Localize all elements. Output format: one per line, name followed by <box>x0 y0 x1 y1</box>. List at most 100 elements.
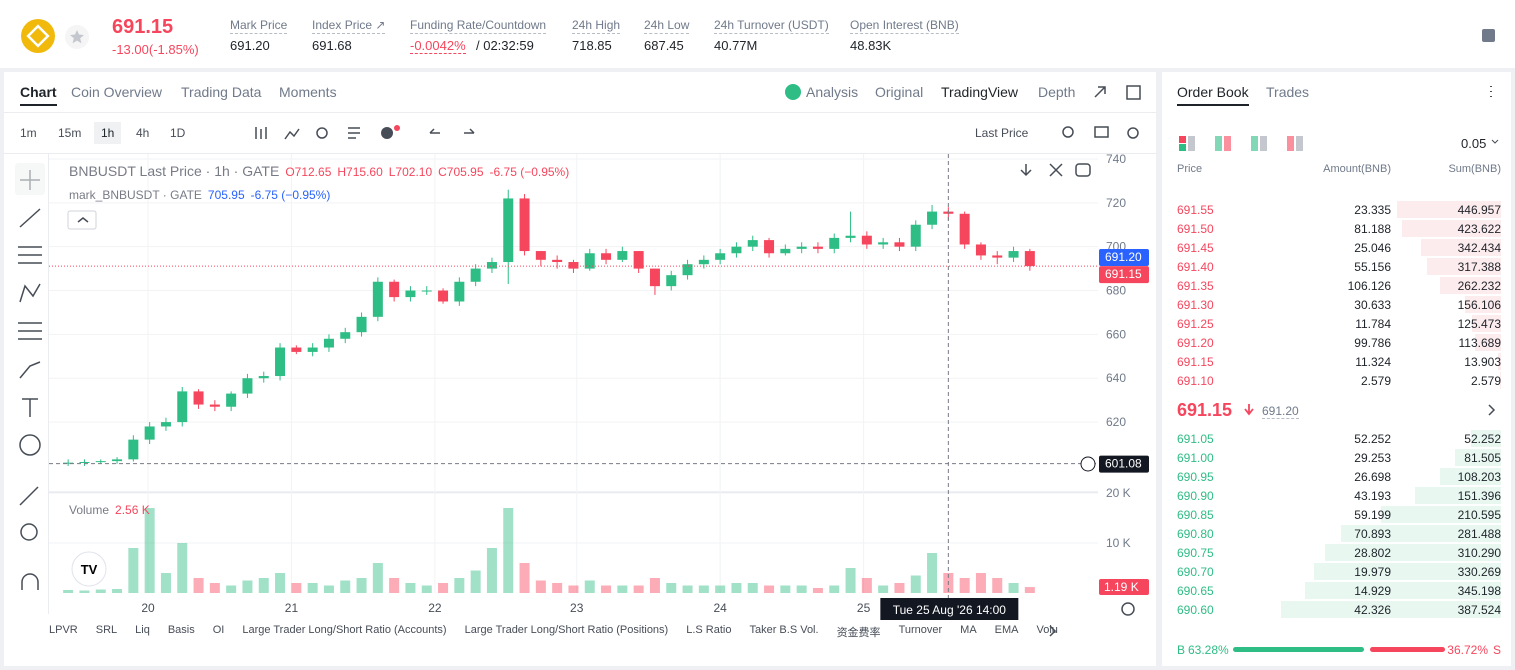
pattern-tool[interactable] <box>19 283 41 303</box>
depth-bar <box>1341 525 1501 542</box>
chart-tab[interactable]: Chart <box>20 84 57 106</box>
indicator[interactable]: Volu <box>1036 624 1058 636</box>
ob-layout-icons[interactable] <box>1179 136 1303 151</box>
menu-icon[interactable] <box>1482 29 1495 42</box>
volume-bar <box>226 585 237 593</box>
ruler-tool[interactable] <box>19 486 39 506</box>
candle-body <box>552 259 563 263</box>
dropdown[interactable] <box>1491 139 1499 144</box>
sell-bar <box>1370 647 1445 652</box>
legend-item: BNBUSDT Last Price · 1h · GATE <box>69 163 279 179</box>
depth-bar <box>1500 372 1501 389</box>
view-tab[interactable]: TradingView <box>941 84 1019 100</box>
line-tool[interactable] <box>19 208 41 228</box>
candle-icon[interactable] <box>255 127 267 139</box>
ob-row: 691.30 30.633 156.106 <box>1162 295 1511 314</box>
pane-maximize[interactable] <box>1075 163 1091 177</box>
volume-bar <box>1008 583 1019 593</box>
legend-toggle[interactable] <box>67 210 97 230</box>
camera-icon[interactable] <box>1094 126 1109 138</box>
indicator[interactable]: LPVR <box>49 624 78 636</box>
indicator[interactable]: Turnover <box>898 624 943 636</box>
interval[interactable]: 1m <box>20 126 37 140</box>
emoji-tool[interactable] <box>19 434 41 456</box>
search-icon[interactable] <box>1062 126 1074 138</box>
indicator[interactable]: Basis <box>167 624 195 636</box>
volume-legend: Volume 2.56 K <box>69 503 150 517</box>
indicator[interactable]: Large Trader Long/Short Ratio (Positions… <box>464 624 669 636</box>
candle-body <box>633 251 644 269</box>
depth-bar <box>1313 563 1501 580</box>
price-tag <box>1099 455 1149 473</box>
tick-size[interactable]: 0.05 <box>1461 136 1487 151</box>
indicator[interactable]: EMA <box>994 624 1019 636</box>
interval[interactable]: 15m <box>58 126 82 140</box>
candle-body <box>340 332 351 339</box>
volume-bar <box>258 578 269 593</box>
ob-cell: 691.00 <box>1177 451 1214 465</box>
legend-collapse[interactable] <box>77 217 89 223</box>
ob-cell: 28.802 <box>1354 546 1391 560</box>
brush-tool[interactable] <box>19 361 41 379</box>
ob-cell: 55.156 <box>1354 260 1391 274</box>
candle-body <box>160 422 171 427</box>
indicator[interactable]: OI <box>212 624 225 636</box>
volume-bar <box>177 543 188 593</box>
indicator[interactable]: MA <box>960 624 977 636</box>
chart-settings[interactable] <box>1121 602 1135 616</box>
refresh-icon[interactable] <box>316 127 328 139</box>
indicator[interactable]: Liq <box>135 624 150 636</box>
template-icon[interactable] <box>348 127 360 139</box>
add-indicator[interactable] <box>381 127 393 139</box>
ob-tab[interactable]: Trades <box>1266 84 1310 100</box>
pane-collapse[interactable] <box>1049 163 1063 177</box>
indicator[interactable]: Large Trader Long/Short Ratio (Accounts) <box>242 624 447 636</box>
indicator-icon[interactable] <box>284 128 300 140</box>
depth-bar <box>1415 487 1501 504</box>
magnet-tool[interactable] <box>21 573 39 590</box>
y-tick-label: 660 <box>1106 327 1126 341</box>
ob-cell: 690.80 <box>1177 527 1214 541</box>
window-icon[interactable] <box>1126 85 1141 100</box>
indicator[interactable]: L.S Ratio <box>686 624 732 636</box>
chart-tab[interactable]: Trading Data <box>181 84 262 100</box>
view-tab[interactable]: Depth <box>1038 84 1076 100</box>
ob-tab[interactable]: Order Book <box>1177 84 1249 106</box>
divider <box>4 112 1156 113</box>
price-source[interactable]: Last Price <box>975 126 1029 140</box>
text-tool[interactable] <box>22 398 38 417</box>
legend-item: H715.60 <box>337 165 383 179</box>
indicator[interactable]: Taker B.S Vol. <box>749 624 819 636</box>
col-header: Sum(BNB) <box>1448 163 1501 175</box>
volume-bar <box>209 583 220 593</box>
candle-body <box>731 246 742 254</box>
scroll-right[interactable] <box>1049 625 1057 637</box>
interval[interactable]: 1h <box>94 122 122 144</box>
ob-row: 690.75 28.802 310.290 <box>1162 543 1511 562</box>
ob-cell: 691.55 <box>1177 203 1214 217</box>
chart-tab[interactable]: Coin Overview <box>71 84 163 100</box>
ob-cell: 691.05 <box>1177 432 1214 446</box>
settings-icon[interactable] <box>1127 127 1139 139</box>
channel-tool[interactable] <box>18 246 42 264</box>
volume-bar <box>698 585 709 593</box>
ob-cell: 151.396 <box>1457 489 1501 503</box>
expand-icon[interactable] <box>1094 86 1106 98</box>
interval[interactable]: 4h <box>136 126 150 140</box>
ob-cell: 262.232 <box>1457 279 1501 293</box>
ob-cell: 691.15 <box>1177 355 1214 369</box>
fib-tool[interactable] <box>18 322 42 340</box>
chart-tab[interactable]: Moments <box>279 84 337 100</box>
indicator[interactable]: 资金费率 <box>836 627 881 639</box>
ob-expand[interactable] <box>1488 404 1496 416</box>
zoom-tool[interactable] <box>20 523 38 541</box>
legend-item: -6.75 (−0.95%) <box>490 165 570 179</box>
ob-cell: 11.784 <box>1355 317 1391 331</box>
indicator[interactable]: SRL <box>95 624 118 636</box>
view-tab[interactable]: Analysis <box>806 84 859 100</box>
volume-bar <box>356 578 367 593</box>
undo-redo[interactable] <box>429 128 475 134</box>
pane-down[interactable] <box>1020 164 1032 177</box>
view-tab[interactable]: Original <box>875 84 924 100</box>
interval[interactable]: 1D <box>170 126 186 140</box>
